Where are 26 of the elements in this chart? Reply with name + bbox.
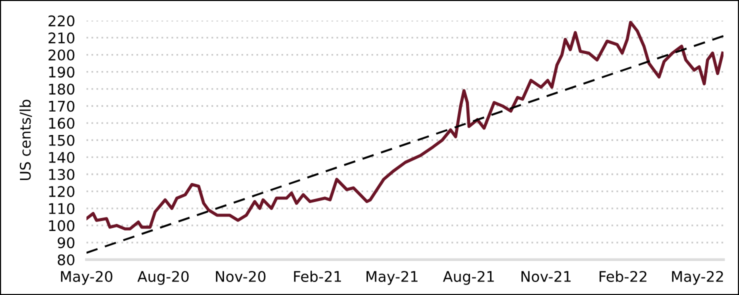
y-axis-title: US cents/lb — [20, 100, 32, 180]
y-tick-label: 130 — [49, 168, 74, 180]
x-tick-label: Feb-21 — [294, 270, 341, 282]
y-tick-label: 150 — [49, 134, 74, 146]
x-tick-label: May-21 — [366, 270, 418, 285]
x-tick-label: Nov-20 — [216, 270, 266, 282]
x-tick-label: Feb-22 — [600, 270, 646, 282]
y-tick-label: 220 — [48, 15, 74, 26]
y-tick-label: 140 — [49, 152, 74, 163]
x-tick-label: Nov-21 — [522, 270, 571, 282]
y-tick-label: 190 — [49, 66, 74, 78]
y-tick-label: 110 — [49, 203, 74, 214]
line-series — [86, 20, 724, 230]
x-tick-label: May-22 — [672, 270, 723, 285]
y-tick-label: 90 — [58, 237, 74, 248]
y-tick-label: 100 — [49, 220, 74, 232]
y-tick-label: 120 — [49, 186, 74, 198]
y-tick-label: 80 — [58, 254, 74, 266]
y-tick-label: 180 — [49, 84, 74, 95]
x-tick-label: Aug-20 — [137, 270, 189, 285]
y-tick-label: 210 — [48, 32, 74, 44]
y-tick-label: 160 — [49, 118, 74, 129]
x-tick-label: May-20 — [61, 270, 112, 285]
x-tick-label: Aug-21 — [442, 270, 494, 285]
y-tick-label: 200 — [48, 50, 74, 61]
y-tick-label: 170 — [49, 100, 74, 112]
